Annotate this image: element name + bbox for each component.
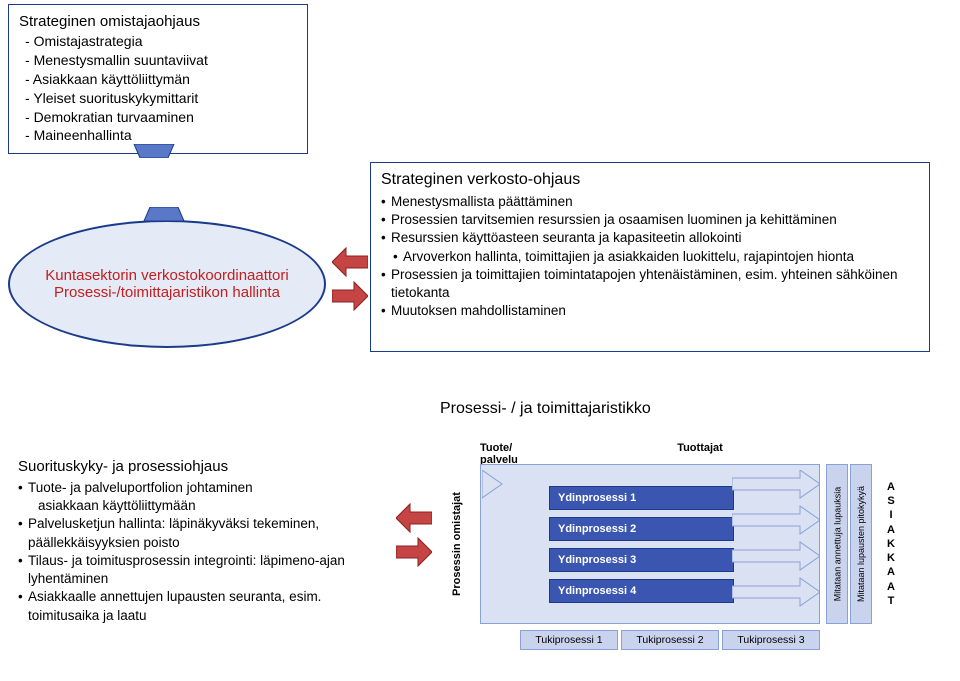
connector-trapezoid-down [130, 144, 178, 158]
strategic-item: Maineenhallinta [25, 126, 297, 145]
measure-keeping-col: Mitataan lupausten pitokykyä [850, 464, 872, 624]
network-item: Prosessien tarvitsemien resurssien ja os… [381, 211, 919, 229]
measurement-columns: Mitataan annettuja lupauksia Mitataan lu… [826, 464, 872, 624]
performance-steering-list: Tuote- ja palveluportfolion johtaminen a… [18, 479, 378, 625]
coordinator-ellipse: Kuntasektorin verkostokoordinaattori Pro… [8, 220, 326, 348]
strategic-item: Yleiset suorituskykymittarit [25, 89, 297, 108]
network-steering-list: Menestysmallista päättäminen Prosessien … [381, 193, 919, 321]
support-process-bar: Tukiprosessi 1 [520, 630, 618, 650]
performance-item: Tuote- ja palveluportfolion johtaminen [18, 479, 378, 497]
network-item: Menestysmallista päättäminen [381, 193, 919, 211]
network-item: Arvoverkon hallinta, toimittajien ja asi… [381, 248, 919, 266]
output-arrow-icon [732, 470, 820, 620]
customer-column: ASIAKKAAT [878, 464, 904, 624]
performance-steering-box: Suorituskyky- ja prosessiohjaus Tuote- j… [8, 450, 388, 650]
ellipse-line2: Prosessi-/toimittajaristikon hallinta [54, 284, 280, 301]
producers-label: Tuottajat [540, 442, 860, 466]
performance-item-cont: asiakkaan käyttöliittymään [18, 497, 378, 515]
core-process-bar: Ydinprosessi 4 [549, 579, 734, 603]
ellipse-line1: Kuntasektorin verkostokoordinaattori [45, 267, 288, 284]
product-service-label: Tuote/ palvelu [480, 442, 540, 466]
strategic-item: Asiakkaan käyttöliittymän [25, 70, 297, 89]
bidirectional-arrow-icon [332, 244, 368, 314]
performance-item: Palvelusketjun hallinta: läpinäkyväksi t… [18, 515, 378, 551]
performance-steering-title: Suorituskyky- ja prosessiohjaus [18, 458, 378, 475]
measure-promises-col: Mitataan annettuja lupauksia [826, 464, 848, 624]
performance-item: Tilaus- ja toimitusprosessin integrointi… [18, 552, 378, 588]
bidirectional-arrow-icon [396, 500, 432, 570]
strategic-ownership-box: Strateginen omistajaohjaus Omistajastrat… [8, 4, 308, 154]
process-map-top-labels: Tuote/ palvelu Tuottajat [480, 442, 860, 466]
support-process-row: Tukiprosessi 1 Tukiprosessi 2 Tukiproses… [520, 630, 820, 650]
network-steering-box: Strateginen verkosto-ohjaus Menestysmall… [370, 162, 930, 352]
process-map: Prosessin omistajat Tuote/ palvelu Tuott… [440, 442, 920, 652]
network-item: Prosessien ja toimittajien toimintatapoj… [381, 266, 919, 302]
network-item: Muutoksen mahdollistaminen [381, 302, 919, 320]
core-process-bar: Ydinprosessi 2 [549, 517, 734, 541]
process-owners-label: Prosessin omistajat [440, 466, 474, 622]
support-process-bar: Tukiprosessi 3 [722, 630, 820, 650]
strategic-item: Demokratian turvaaminen [25, 108, 297, 127]
core-process-bar: Ydinprosessi 3 [549, 548, 734, 572]
network-steering-title: Strateginen verkosto-ohjaus [381, 171, 919, 189]
network-item: Resurssien käyttöasteen seuranta ja kapa… [381, 229, 919, 247]
support-process-bar: Tukiprosessi 2 [621, 630, 719, 650]
input-arrow-icon [482, 470, 506, 620]
core-process-bar: Ydinprosessi 1 [549, 486, 734, 510]
strategic-ownership-list: Omistajastrategia Menestysmallin suuntav… [19, 32, 297, 145]
performance-item: Asiakkaalle annettujen lupausten seurant… [18, 588, 378, 624]
strategic-item: Menestysmallin suuntaviivat [25, 51, 297, 70]
strategic-item: Omistajastrategia [25, 32, 297, 51]
process-map-title: Prosessi- / ja toimittajaristikko [440, 400, 930, 418]
process-map-panel: Prosessi- / ja toimittajaristikko Proses… [440, 400, 930, 660]
connector-trapezoid-up [140, 207, 188, 221]
strategic-ownership-title: Strateginen omistajaohjaus [19, 13, 297, 30]
